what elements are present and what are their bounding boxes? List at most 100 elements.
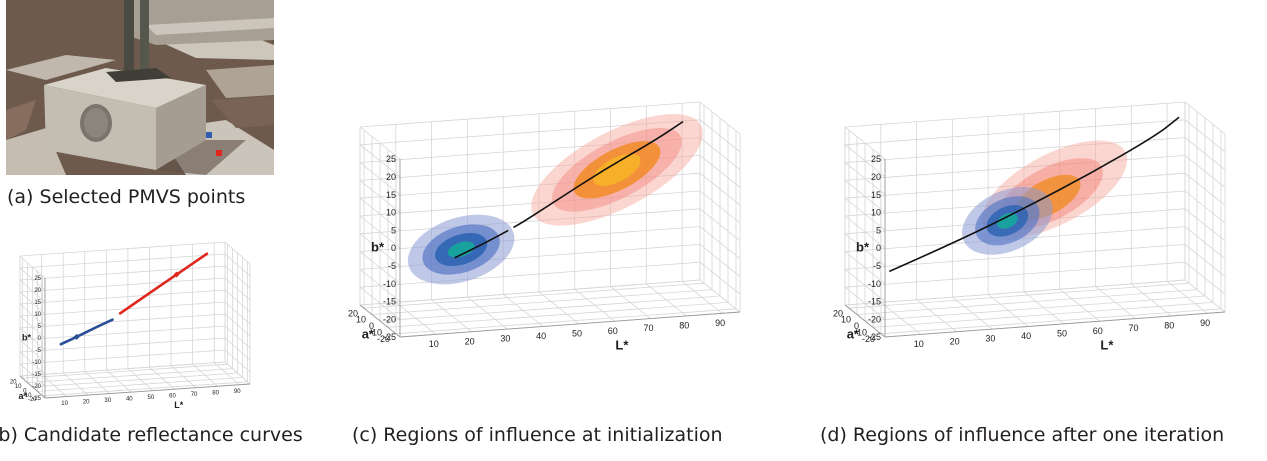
blue-region-layer [447, 241, 475, 258]
z-axis-label: b* [371, 240, 385, 255]
x-tick-label: 80 [212, 391, 219, 397]
y-axis-label: a* [847, 327, 860, 342]
x-tick-label: 70 [644, 323, 654, 333]
x-tick-label: 60 [1093, 326, 1103, 336]
x-tick-label: 90 [1200, 318, 1210, 328]
x-axis-label: L* [615, 337, 629, 352]
axis-box [844, 159, 1226, 338]
y-tick-label: -10 [23, 393, 32, 399]
red-pmvs-point [216, 150, 222, 156]
y-tick-label: 10 [841, 315, 851, 325]
z-tick-label: 20 [871, 172, 881, 182]
z-tick-label: -25 [32, 396, 41, 402]
x-axis-label: L* [174, 400, 183, 410]
z-tick-label: -25 [868, 332, 881, 342]
y-tick-label: 10 [15, 384, 22, 390]
x-axis-label: L* [1100, 337, 1114, 352]
y-tick-label: 10 [356, 315, 366, 325]
y-tick-label: 0 [23, 388, 27, 394]
x-tick-label: 50 [148, 395, 155, 401]
caption-a: (a) Selected PMVS points [7, 186, 246, 208]
z-tick-label: 15 [386, 190, 396, 200]
blue-pmvs-point [206, 132, 212, 138]
curve-marker-0 [73, 333, 80, 340]
y-tick-label: 20 [833, 308, 843, 318]
z-tick-label: -15 [32, 372, 41, 378]
x-tick-label: 90 [234, 389, 241, 395]
x-tick-label: 50 [1057, 328, 1067, 338]
z-tick-label: -15 [868, 297, 881, 307]
z-tick-label: 25 [34, 276, 41, 282]
blue-region-layer [996, 212, 1018, 229]
z-tick-label: 5 [38, 324, 42, 330]
caption-c: (c) Regions of influence at initializati… [352, 424, 723, 446]
z-tick-label: -20 [383, 314, 396, 324]
z-tick-label: 15 [34, 300, 41, 306]
z-tick-label: -5 [36, 348, 42, 354]
y-tick-label: 20 [348, 308, 358, 318]
axis-box [359, 159, 741, 338]
x-tick-label: 60 [608, 326, 618, 336]
x-tick-label: 20 [950, 336, 960, 346]
z-tick-label: -10 [383, 279, 396, 289]
reflectance-curve [454, 117, 689, 259]
x-tick-label: 40 [536, 331, 546, 341]
z-tick-label: -10 [868, 279, 881, 289]
x-tick-label: 10 [61, 401, 68, 407]
x-tick-label: 70 [1129, 323, 1139, 333]
x-tick-label: 10 [429, 339, 439, 349]
z-tick-label: 25 [871, 154, 881, 164]
z-tick-label: 10 [34, 312, 41, 318]
z-tick-label: 0 [38, 336, 42, 342]
x-tick-label: 10 [914, 339, 924, 349]
grid-lines [19, 241, 251, 399]
z-tick-label: -25 [383, 332, 396, 342]
z-tick-label: 0 [876, 243, 881, 253]
z-tick-label: -20 [868, 314, 881, 324]
caption-b: (b) Candidate reflectance curves [0, 424, 303, 446]
y-tick-label: -10 [854, 328, 867, 338]
z-tick-label: 20 [386, 172, 396, 182]
z-axis-label: b* [856, 240, 870, 255]
x-tick-label: 50 [572, 328, 582, 338]
curve-series-0 [59, 318, 114, 346]
z-tick-label: 25 [386, 154, 396, 164]
x-tick-label: 30 [985, 334, 995, 344]
x-tick-label: 20 [465, 336, 475, 346]
axis-box [19, 278, 251, 399]
z-tick-label: -20 [32, 384, 41, 390]
y-tick-label: 0 [369, 321, 374, 331]
orange-region-layer [593, 153, 641, 186]
x-tick-label: 20 [83, 399, 90, 405]
z-tick-label: 10 [386, 208, 396, 218]
z-tick-label: 20 [34, 288, 41, 294]
y-tick-label: 0 [854, 321, 859, 331]
z-tick-label: 5 [876, 225, 881, 235]
x-tick-label: 30 [500, 334, 510, 344]
curve-series-1 [118, 252, 209, 315]
y-tick-label: -20 [862, 334, 875, 344]
x-tick-label: 90 [715, 318, 725, 328]
y-tick-label: -20 [377, 334, 390, 344]
blue-region [407, 214, 515, 285]
y-axis-label: a* [362, 327, 375, 342]
pmvs-photo [6, 0, 274, 175]
pmvs-photo-illustration [6, 0, 274, 175]
curve-marker-1 [173, 271, 180, 278]
y-axis-label: a* [18, 391, 27, 401]
x-tick-label: 30 [104, 398, 111, 404]
orange-region [531, 114, 703, 226]
z-tick-label: -5 [873, 261, 881, 271]
z-axis-label: b* [22, 332, 31, 342]
reflectance-curve [888, 116, 1180, 273]
z-tick-label: 15 [871, 190, 881, 200]
z-tick-label: 5 [391, 225, 396, 235]
z-tick-label: 0 [391, 243, 396, 253]
x-tick-label: 40 [126, 397, 133, 403]
x-tick-label: 70 [191, 392, 198, 398]
x-tick-label: 40 [1021, 331, 1031, 341]
x-tick-label: 80 [679, 321, 689, 331]
